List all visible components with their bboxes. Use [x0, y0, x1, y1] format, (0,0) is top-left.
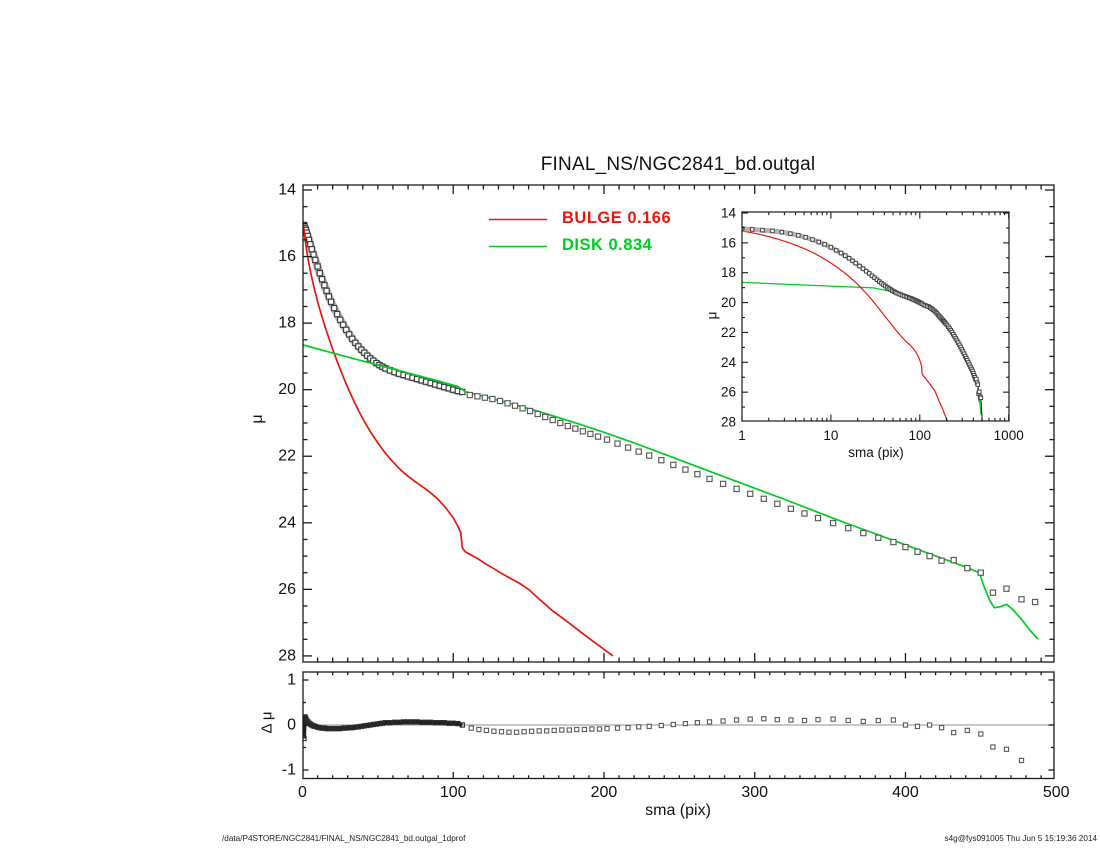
inset-x-axis-title: sma (pix) [848, 445, 904, 460]
main-panel [303, 221, 1039, 657]
inset-xtick-label: 100 [909, 428, 932, 443]
residual-ytick-label: 0 [287, 717, 296, 734]
main-ytick-label: 28 [278, 647, 296, 664]
main-xtick-label: 300 [741, 784, 768, 801]
inset-panel [742, 226, 984, 421]
main-ytick-label: 24 [278, 514, 296, 531]
main-ytick-label: 18 [278, 315, 296, 332]
main-ytick-label: 26 [278, 581, 296, 598]
main-xtick-label: 400 [892, 784, 919, 801]
main-axes: 14 16 18 20 22 24 26 28 [278, 182, 1055, 664]
inset-ytick-label: 28 [721, 415, 736, 430]
inset-observed-squares [742, 226, 984, 401]
main-x-axis-title: sma (pix) [645, 802, 711, 819]
inset-xtick-label: 1 [738, 428, 746, 443]
inset-bulge-line [742, 230, 948, 421]
inset-background [742, 212, 1009, 421]
main-ytick-label: 14 [278, 182, 296, 199]
inset-ytick-label: 22 [721, 325, 736, 340]
legend-lines [489, 218, 547, 248]
inset-ytick-label: 20 [721, 295, 736, 310]
residual-dense-squares [303, 714, 465, 742]
main-ytick-label: 22 [278, 448, 296, 465]
inset-ytick-label: 16 [721, 235, 736, 250]
residual-sparse-squares [468, 716, 1025, 764]
residual-panel [303, 714, 1054, 764]
inset-ytick-label: 18 [721, 265, 736, 280]
residual-axes: 10-10 100 200 300 400 500 [282, 671, 1070, 801]
observed-sparse-squares [466, 391, 1039, 606]
bulge-model-line [303, 226, 614, 657]
inset-ytick-label: 14 [721, 206, 737, 221]
inset-axes: 14 16 18 20 22 24 26 281 10 100 1000 [721, 206, 1024, 444]
residual-y-axis-title: Δ μ [258, 711, 276, 734]
inset-ytick-label: 26 [721, 385, 736, 400]
inset-xtick-label: 1000 [994, 428, 1024, 443]
main-ytick-label: 16 [278, 248, 296, 265]
plot-title: FINAL_NS/NGC2841_bd.outgal [540, 154, 816, 175]
residual-ytick-label: 1 [287, 672, 296, 689]
main-xtick-label: 500 [1043, 784, 1070, 801]
inset-xtick-label: 10 [823, 428, 838, 443]
main-y-axis-title: μ [249, 414, 266, 424]
legend-bulge-label: BULGE 0.166 [562, 209, 672, 227]
observed-dense-squares [303, 221, 466, 396]
main-xtick-label: 0 [298, 784, 307, 801]
footer-user-timestamp: s4g@fys091005 Thu Jun 5 15:19:36 2014 [944, 834, 1097, 843]
main-ytick-label: 20 [278, 381, 296, 398]
inset-y-axis-title: μ [704, 311, 720, 320]
legend-disk-label: DISK 0.834 [562, 236, 653, 254]
main-xtick-label: 200 [591, 784, 618, 801]
footer-file-path: /data/P4STORE/NGC2841/FINAL_NS/NGC2841_b… [222, 834, 466, 843]
residual-ytick-label: -1 [282, 762, 296, 779]
main-xtick-label: 100 [440, 784, 467, 801]
inset-ytick-label: 24 [721, 355, 737, 370]
